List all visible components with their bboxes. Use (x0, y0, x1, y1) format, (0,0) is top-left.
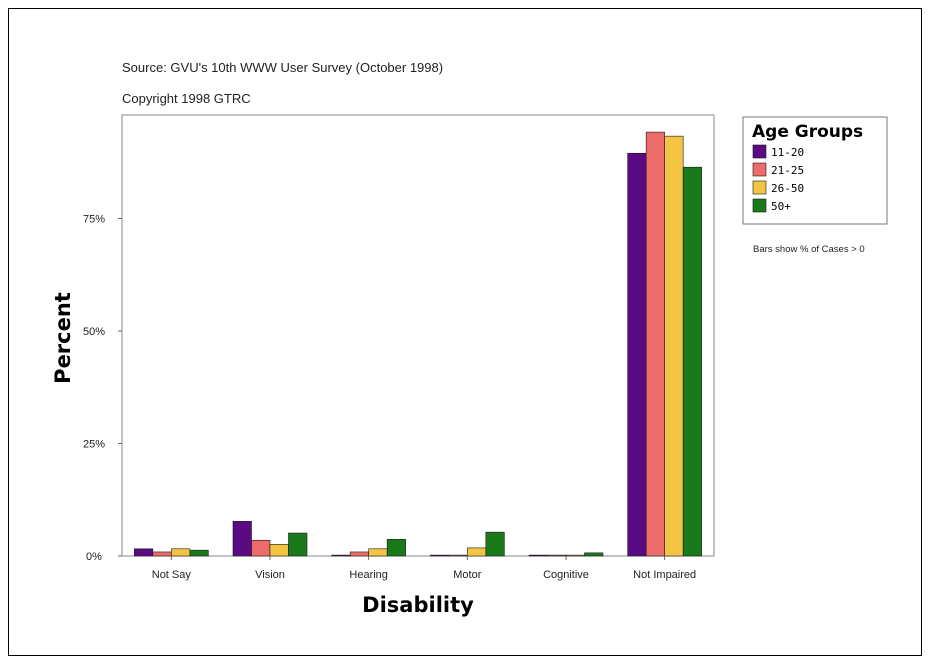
legend-title: Age Groups (752, 122, 863, 142)
bar-11-20-vision (232, 521, 252, 557)
y-tick-label: 75% (83, 214, 105, 226)
legend-label: 26-50 (771, 182, 804, 195)
y-axis-ticks: 0% 25% 50% 75% (83, 214, 122, 563)
bar-26-50-not-say (171, 548, 191, 557)
legend-swatch (752, 180, 767, 195)
bar-11-20-motor (430, 554, 450, 557)
bar-11-20-hearing (331, 554, 351, 557)
bar-11-20-cognitive (528, 554, 548, 557)
legend-swatch (752, 198, 767, 213)
bar-21-25-cognitive (547, 554, 567, 557)
legend-label: 11-20 (771, 146, 804, 159)
bar-50+-not-say (189, 549, 209, 557)
legend-label: 21-25 (771, 164, 804, 177)
bar-26-50-cognitive (565, 554, 585, 557)
bar-21-25-hearing (349, 551, 369, 557)
x-tick-label: Hearing (349, 569, 388, 581)
bar-26-50-hearing (368, 548, 388, 557)
bar-50+-hearing (386, 539, 406, 557)
x-tick-label: Cognitive (543, 569, 589, 581)
bar-26-50-motor (467, 547, 487, 557)
bar-26-50-not-impaired (664, 135, 684, 557)
bar-50+-motor (485, 531, 505, 557)
bar-50+-cognitive (584, 552, 604, 557)
y-tick-label: 25% (83, 439, 105, 451)
chart-note: Bars show % of Cases > 0 (753, 244, 865, 255)
x-axis-ticks: Not Say Vision Hearing Motor Cognitive Not Im… (152, 556, 696, 581)
bar-50+-vision (288, 532, 308, 557)
y-tick-label: 0% (86, 551, 102, 563)
bar-21-25-not-impaired (645, 131, 665, 557)
plot-area (121, 114, 715, 557)
bar-11-20-not-say (134, 548, 154, 557)
bar-50+-not-impaired (682, 166, 702, 557)
legend-label: 50+ (771, 200, 791, 213)
legend-items: 11-20 21-25 26-50 50+ (752, 144, 804, 213)
y-axis-title: Percent (51, 292, 75, 384)
bars-group (134, 131, 702, 557)
x-tick-label: Not Say (152, 569, 192, 581)
bar-21-25-vision (251, 539, 271, 557)
x-axis-title: Disability (362, 593, 474, 617)
legend: Age Groups 11-20 21-25 26-50 50+ (742, 116, 888, 225)
legend-swatch (752, 144, 767, 159)
bar-21-25-motor (448, 554, 468, 557)
legend-swatch (752, 162, 767, 177)
x-tick-label: Vision (255, 569, 285, 581)
bar-11-20-not-impaired (627, 152, 647, 557)
x-tick-label: Motor (453, 569, 481, 581)
bar-26-50-vision (269, 543, 289, 557)
copyright-text: Copyright 1998 GTRC (122, 91, 251, 106)
bar-21-25-not-say (152, 551, 172, 557)
y-tick-label: 50% (83, 326, 105, 338)
legend-box (742, 116, 888, 225)
source-text: Source: GVU's 10th WWW User Survey (Octo… (122, 60, 443, 75)
x-tick-label: Not Impaired (633, 569, 696, 581)
